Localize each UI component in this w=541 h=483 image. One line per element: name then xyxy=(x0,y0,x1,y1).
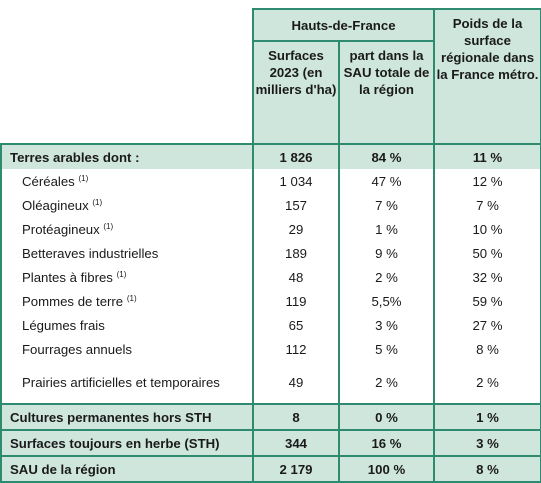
header-group: Hauts-de-France xyxy=(252,8,435,42)
row-label: SAU de la région xyxy=(0,455,253,483)
row-label-cell: Plantes à fibres (1) xyxy=(0,265,253,289)
row-note: (1) xyxy=(116,269,127,279)
header-part: part dans la SAU totale de la région xyxy=(338,41,435,145)
row-part: 7 % xyxy=(339,193,435,217)
table-row: Fourrages annuels 112 5 % 8 % xyxy=(0,337,541,361)
row-note: (1) xyxy=(103,221,114,231)
table-row: Plantes à fibres (1) 48 2 % 32 % xyxy=(0,265,541,289)
row-part: 1 % xyxy=(339,217,435,241)
row-part: 9 % xyxy=(339,241,435,265)
row-part: 0 % xyxy=(339,403,435,430)
row-label: Protéagineux xyxy=(22,221,100,237)
row-poids: 50 % xyxy=(434,241,541,265)
row-poids: 10 % xyxy=(434,217,541,241)
row-surface: 1 034 xyxy=(252,169,340,193)
page: Hauts-de-France Poids de la surface régi… xyxy=(0,8,541,483)
row-poids: 12 % xyxy=(434,169,541,193)
row-part: 5,5% xyxy=(339,289,435,313)
row-part: 5 % xyxy=(339,337,435,361)
row-label: Légumes frais xyxy=(0,313,253,337)
row-surface: 1 826 xyxy=(252,143,340,169)
row-poids: 11 % xyxy=(434,143,541,169)
row-surface: 29 xyxy=(252,217,340,241)
row-surface: 119 xyxy=(252,289,340,313)
row-part: 3 % xyxy=(339,313,435,337)
row-part: 2 % xyxy=(339,265,435,289)
table-row: SAU de la région 2 179 100 % 8 % xyxy=(0,455,541,483)
row-part: 16 % xyxy=(339,429,435,456)
row-label: Céréales xyxy=(22,173,75,189)
row-part: 2 % xyxy=(339,361,435,404)
table-row: Céréales (1) 1 034 47 % 12 % xyxy=(0,169,541,193)
header-poids: Poids de la surface régionale dans la Fr… xyxy=(433,8,541,145)
row-poids: 7 % xyxy=(434,193,541,217)
table-row: Terres arables dont : 1 826 84 % 11 % xyxy=(0,143,541,169)
row-label-cell: Céréales (1) xyxy=(0,169,253,193)
table-row: Pommes de terre (1) 119 5,5% 59 % xyxy=(0,289,541,313)
row-label-cell: Pommes de terre (1) xyxy=(0,289,253,313)
table-row: Cultures permanentes hors STH 8 0 % 1 % xyxy=(0,403,541,430)
empty-corner xyxy=(1,9,253,41)
row-surface: 157 xyxy=(252,193,340,217)
row-poids: 8 % xyxy=(434,455,541,483)
surfaces-table: Hauts-de-France Poids de la surface régi… xyxy=(0,8,541,483)
table-row: Betteraves industrielles 189 9 % 50 % xyxy=(0,241,541,265)
row-surface: 8 xyxy=(252,403,340,430)
row-label: Pommes de terre xyxy=(22,293,124,309)
row-poids: 3 % xyxy=(434,429,541,456)
row-surface: 65 xyxy=(252,313,340,337)
row-part: 47 % xyxy=(339,169,435,193)
row-note: (1) xyxy=(126,293,137,303)
row-poids: 27 % xyxy=(434,313,541,337)
row-label: Prairies artificielles et temporaires xyxy=(0,361,253,404)
row-note: (1) xyxy=(92,197,103,207)
row-note: (1) xyxy=(78,173,89,183)
row-poids: 59 % xyxy=(434,289,541,313)
row-surface: 344 xyxy=(252,429,340,456)
row-poids: 8 % xyxy=(434,337,541,361)
row-part: 84 % xyxy=(339,143,435,169)
row-label-cell: Protéagineux (1) xyxy=(0,217,253,241)
row-label-cell: Oléagineux (1) xyxy=(0,193,253,217)
row-surface: 48 xyxy=(252,265,340,289)
table-row: Prairies artificielles et temporaires 49… xyxy=(0,361,541,404)
row-poids: 1 % xyxy=(434,403,541,430)
header-surface: Surfaces 2023 (en milliers d'ha) xyxy=(252,41,340,145)
row-label: Plantes à fibres xyxy=(22,269,113,285)
table-row: Oléagineux (1) 157 7 % 7 % xyxy=(0,193,541,217)
table-row: Légumes frais 65 3 % 27 % xyxy=(0,313,541,337)
row-part: 100 % xyxy=(339,455,435,483)
row-poids: 32 % xyxy=(434,265,541,289)
empty-corner-2 xyxy=(1,41,253,144)
row-label: Surfaces toujours en herbe (STH) xyxy=(0,429,253,456)
row-surface: 189 xyxy=(252,241,340,265)
row-label: Cultures permanentes hors STH xyxy=(0,403,253,430)
row-surface: 112 xyxy=(252,337,340,361)
row-surface: 49 xyxy=(252,361,340,404)
row-label: Fourrages annuels xyxy=(0,337,253,361)
row-label: Betteraves industrielles xyxy=(0,241,253,265)
row-poids: 2 % xyxy=(434,361,541,404)
table-row: Protéagineux (1) 29 1 % 10 % xyxy=(0,217,541,241)
table-row: Surfaces toujours en herbe (STH) 344 16 … xyxy=(0,429,541,456)
row-surface: 2 179 xyxy=(252,455,340,483)
row-label: Terres arables dont : xyxy=(0,143,253,169)
row-label: Oléagineux xyxy=(22,197,89,213)
